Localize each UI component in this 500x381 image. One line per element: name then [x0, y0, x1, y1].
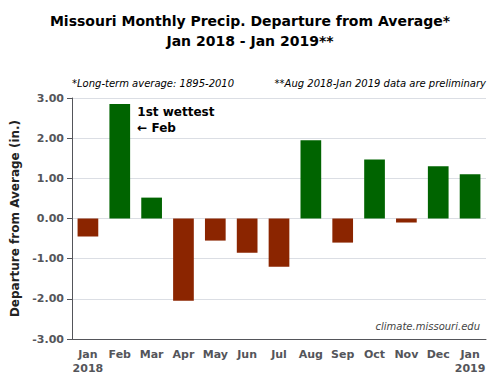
svg-text:Jun: Jun [236, 348, 257, 361]
svg-text:2019: 2019 [455, 362, 486, 375]
svg-text:Missouri Monthly Precip. Depar: Missouri Monthly Precip. Departure from … [50, 13, 451, 29]
svg-text:climate.missouri.edu: climate.missouri.edu [376, 321, 480, 332]
svg-text:Aug: Aug [299, 348, 323, 361]
svg-text:Feb: Feb [109, 348, 132, 361]
svg-text:Nov: Nov [394, 348, 419, 361]
svg-text:Jan 2018 - Jan 2019**: Jan 2018 - Jan 2019** [165, 33, 334, 49]
svg-text:2.00: 2.00 [37, 132, 64, 145]
svg-text:May: May [203, 348, 228, 361]
svg-text:0.00: 0.00 [37, 212, 64, 225]
svg-text:-1.00: -1.00 [32, 252, 64, 265]
svg-text:3.00: 3.00 [37, 92, 64, 105]
svg-text:Dec: Dec [427, 348, 450, 361]
svg-text:1.00: 1.00 [37, 172, 64, 185]
svg-text:Departure from Average (in.): Departure from Average (in.) [8, 120, 22, 317]
svg-text:Sep: Sep [331, 348, 354, 361]
svg-text:Jan: Jan [459, 348, 479, 361]
svg-text:Jan: Jan [77, 348, 97, 361]
svg-text:Mar: Mar [140, 348, 164, 361]
svg-text:Oct: Oct [364, 348, 385, 361]
svg-text:-2.00: -2.00 [32, 292, 64, 305]
svg-text:Jul: Jul [270, 348, 287, 361]
svg-text:1st wettest: 1st wettest [137, 105, 214, 119]
svg-text:2018: 2018 [73, 362, 104, 375]
svg-text:-3.00: -3.00 [32, 333, 64, 346]
svg-text:← Feb: ← Feb [137, 121, 176, 135]
svg-text:*Long-term average: 1895-2010: *Long-term average: 1895-2010 [72, 78, 234, 89]
svg-text:Apr: Apr [173, 348, 195, 361]
svg-text:**Aug 2018-Jan 2019 data are p: **Aug 2018-Jan 2019 data are preliminary [275, 78, 488, 89]
